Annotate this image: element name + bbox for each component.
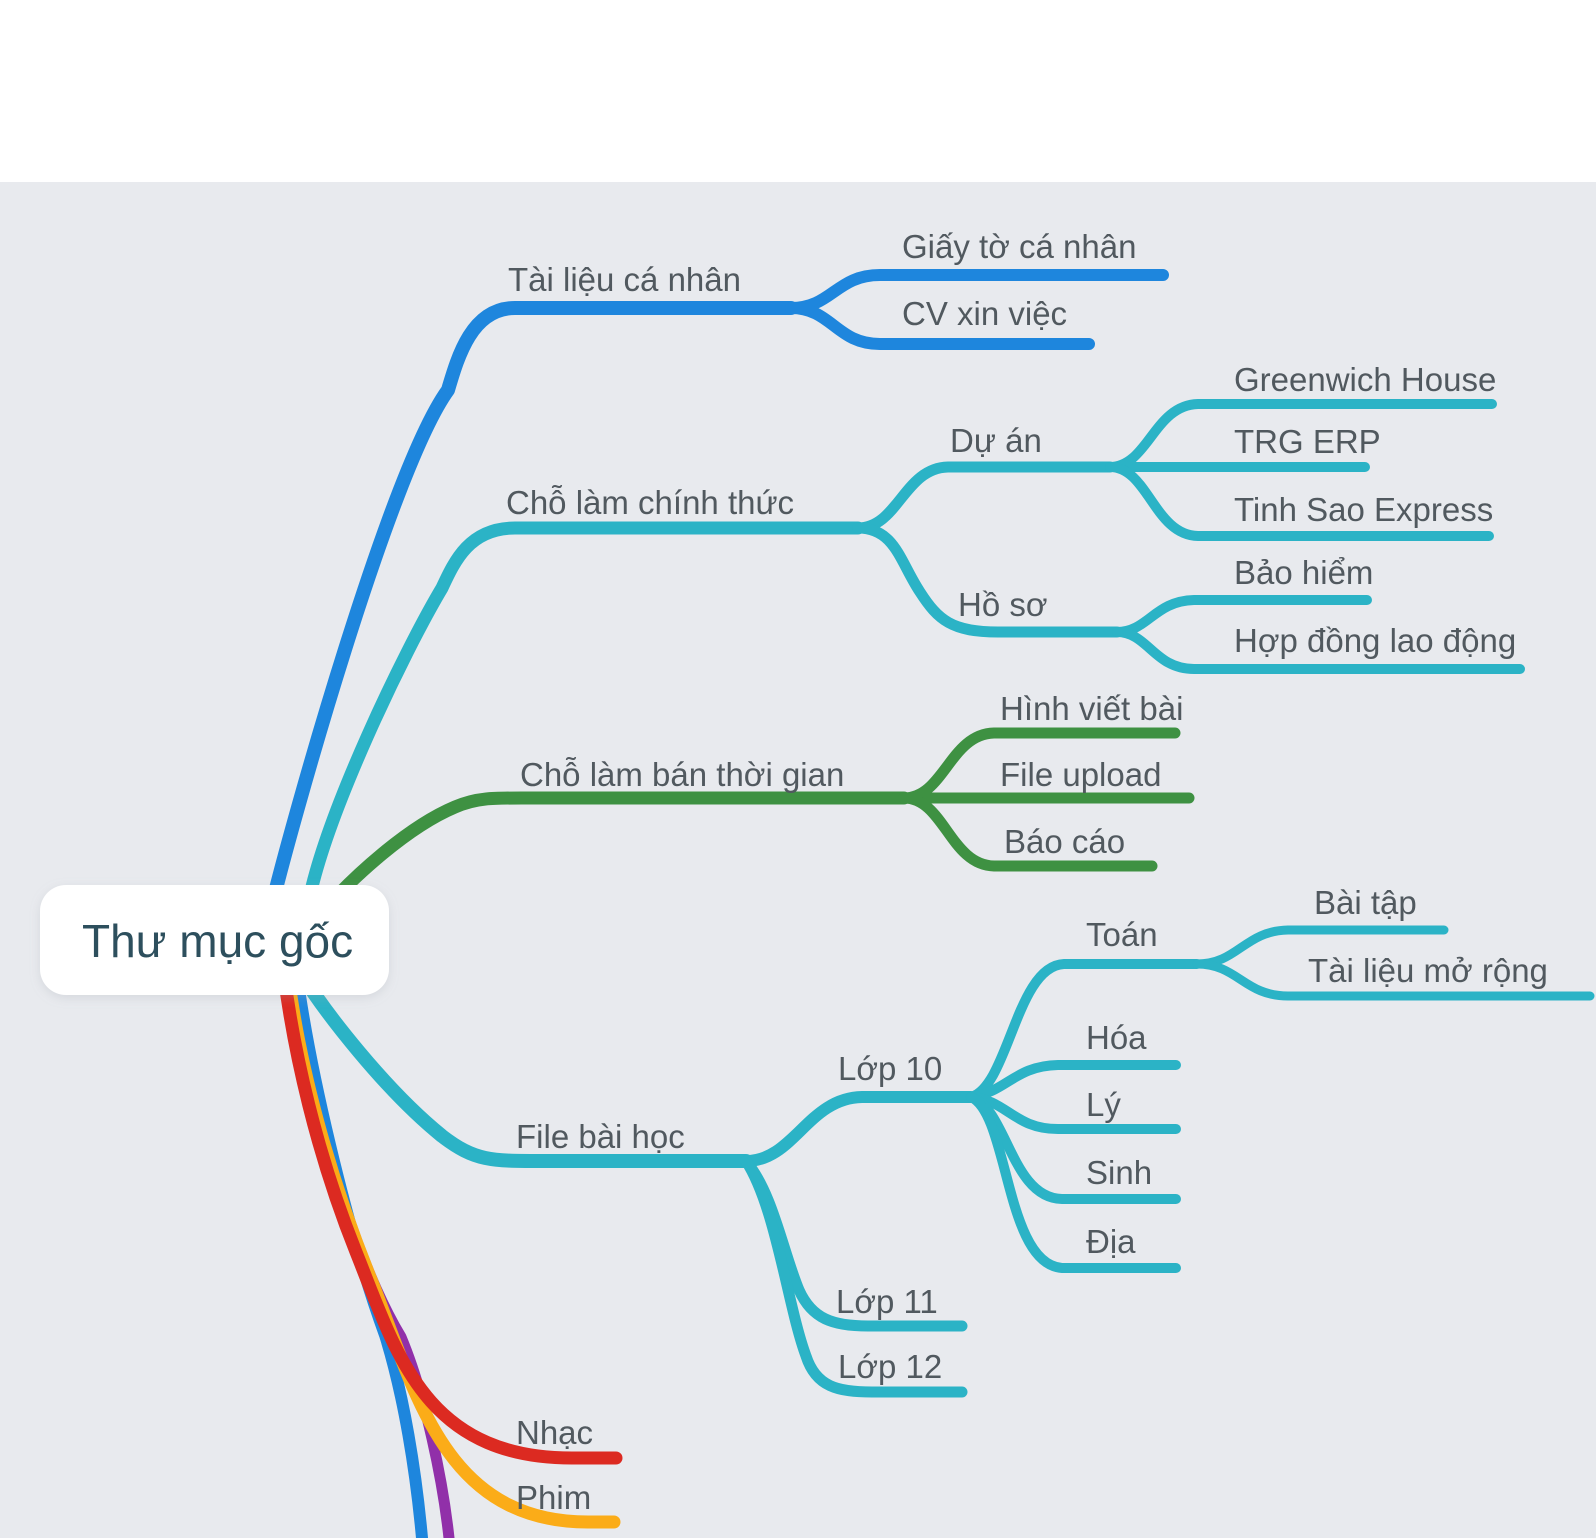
node-label-ho-so[interactable]: Hồ sơ xyxy=(958,586,1048,623)
branch-lines-teal xyxy=(295,399,1595,1398)
node-label-tai-lieu-mo-rong[interactable]: Tài liệu mở rộng xyxy=(1308,952,1548,989)
node-label-toan[interactable]: Toán xyxy=(1086,916,1158,953)
node-label-sinh[interactable]: Sinh xyxy=(1086,1154,1152,1191)
root-node-label[interactable]: Thư mục gốc xyxy=(82,915,353,967)
branch-line-hop-dong-lao-dong xyxy=(1112,627,1525,674)
node-label-tinh-sao-express[interactable]: Tinh Sao Express xyxy=(1234,491,1493,528)
branch-line-tai-lieu-mo-rong xyxy=(1192,959,1595,1001)
node-label-tai-lieu-ca-nhan[interactable]: Tài liệu cá nhân xyxy=(508,261,741,298)
node-label-hoa[interactable]: Hóa xyxy=(1086,1019,1147,1056)
branch-line-bao-cao xyxy=(898,792,1158,872)
top-white-band xyxy=(0,0,1596,182)
node-label-bai-tap[interactable]: Bài tập xyxy=(1314,884,1417,921)
branch-lines-green xyxy=(328,727,1195,905)
node-label-file-upload[interactable]: File upload xyxy=(1000,756,1161,793)
root-node-box[interactable] xyxy=(40,885,389,995)
node-label-ly[interactable]: Lý xyxy=(1086,1086,1121,1123)
branch-line-ho-so xyxy=(852,522,1123,638)
node-label-bao-hiem[interactable]: Bảo hiểm xyxy=(1234,554,1373,591)
node-label-trg-erp[interactable]: TRG ERP xyxy=(1234,423,1381,460)
branch-line-cho-lam-ban-thoi-gian xyxy=(328,791,911,905)
node-label-hinh-viet-bai[interactable]: Hình viết bài xyxy=(1000,690,1183,727)
node-label-hop-dong-lao-dong[interactable]: Hợp đồng lao động xyxy=(1234,622,1516,659)
node-label-dia[interactable]: Địa xyxy=(1086,1223,1136,1260)
branch-line-tinh-sao-express xyxy=(1105,462,1494,541)
node-label-lop-11[interactable]: Lớp 11 xyxy=(836,1283,938,1320)
branch-line-toan xyxy=(966,959,1202,1102)
branch-line-cv-xin-viec xyxy=(785,302,1095,350)
node-label-cho-lam-ban-thoi-gian[interactable]: Chỗ làm bán thời gian xyxy=(520,756,844,793)
node-label-cv-xin-viec[interactable]: CV xin việc xyxy=(902,295,1067,332)
branch-line-tai-lieu-ca-nhan xyxy=(265,301,798,912)
node-labels: Tài liệu cá nhân Giấy tờ cá nhân CV xin … xyxy=(506,228,1548,1516)
branch-line-lop-12 xyxy=(740,1155,968,1398)
node-label-bao-cao[interactable]: Báo cáo xyxy=(1004,823,1125,860)
node-label-du-an[interactable]: Dự án xyxy=(950,422,1042,459)
node-label-giay-to-ca-nhan[interactable]: Giấy tờ cá nhân xyxy=(902,228,1136,265)
branch-line-nhac xyxy=(277,968,623,1465)
branch-line-lop-10 xyxy=(740,1091,977,1167)
branch-line-file-bai-hoc xyxy=(295,968,753,1169)
branch-line-dia xyxy=(966,1092,1181,1273)
node-label-cho-lam-chinh-thuc[interactable]: Chỗ làm chính thức xyxy=(506,484,794,521)
node-label-nhac[interactable]: Nhạc xyxy=(516,1414,593,1451)
node-label-phim[interactable]: Phim xyxy=(516,1479,591,1516)
node-label-file-bai-hoc[interactable]: File bài học xyxy=(516,1118,685,1155)
node-label-lop-12[interactable]: Lớp 12 xyxy=(838,1348,942,1385)
branch-line-cho-lam-chinh-thuc xyxy=(301,521,865,912)
node-label-greenwich-house[interactable]: Greenwich House xyxy=(1234,361,1496,398)
node-label-lop-10[interactable]: Lớp 10 xyxy=(838,1050,942,1087)
branch-lines-red xyxy=(277,968,623,1465)
